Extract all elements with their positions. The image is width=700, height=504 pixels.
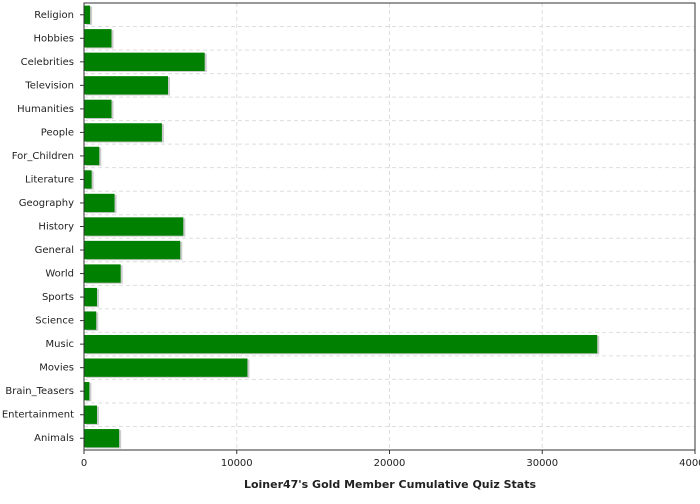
- y-tick-label: Television: [24, 80, 74, 91]
- plot-frame: [83, 2, 696, 451]
- bar: [84, 5, 91, 24]
- y-tick-label: Celebrities: [21, 57, 74, 68]
- bar: [84, 311, 97, 330]
- y-tick-label: Brain_Teasers: [5, 386, 74, 397]
- x-tick-label: 30000: [526, 458, 558, 469]
- bar: [84, 99, 112, 119]
- x-tick-label: 40000: [679, 458, 700, 469]
- bar: [84, 240, 181, 260]
- y-tick-label: For_Children: [12, 151, 74, 162]
- bar: [84, 358, 248, 377]
- y-tick-label: Science: [35, 316, 74, 327]
- bar: [84, 193, 115, 213]
- bar: [84, 382, 90, 401]
- y-tick-label: People: [41, 127, 74, 138]
- y-tick-label: History: [38, 222, 74, 233]
- bar: [84, 405, 97, 424]
- y-tick-label: Hobbies: [34, 33, 74, 44]
- bar: [84, 76, 169, 95]
- bar: [84, 334, 598, 354]
- bar: [84, 29, 112, 48]
- y-tick-label: Geography: [19, 198, 74, 209]
- y-tick-label: Movies: [39, 363, 74, 374]
- bar: [84, 217, 184, 236]
- y-tick-label: World: [45, 269, 74, 280]
- y-tick-label: Literature: [25, 174, 74, 185]
- bar: [84, 429, 120, 448]
- y-tick-label: Religion: [34, 10, 74, 21]
- chart-title: Loiner47's Gold Member Cumulative Quiz S…: [244, 478, 537, 491]
- bar: [84, 123, 162, 142]
- x-tick-label: 20000: [374, 458, 406, 469]
- bar: [84, 287, 97, 307]
- x-tick-label: 10000: [221, 458, 253, 469]
- y-tick-label: Music: [46, 339, 74, 350]
- y-tick-label: Sports: [42, 292, 74, 303]
- bar: [84, 170, 92, 189]
- y-tick-label: General: [35, 245, 74, 256]
- bar: [84, 52, 205, 71]
- bar: [84, 264, 121, 283]
- x-tick-label: 0: [81, 458, 87, 469]
- bar: [84, 146, 100, 166]
- y-tick-label: Entertainment: [2, 410, 74, 421]
- y-tick-label: Humanities: [17, 104, 74, 115]
- y-tick-label: Animals: [34, 433, 74, 444]
